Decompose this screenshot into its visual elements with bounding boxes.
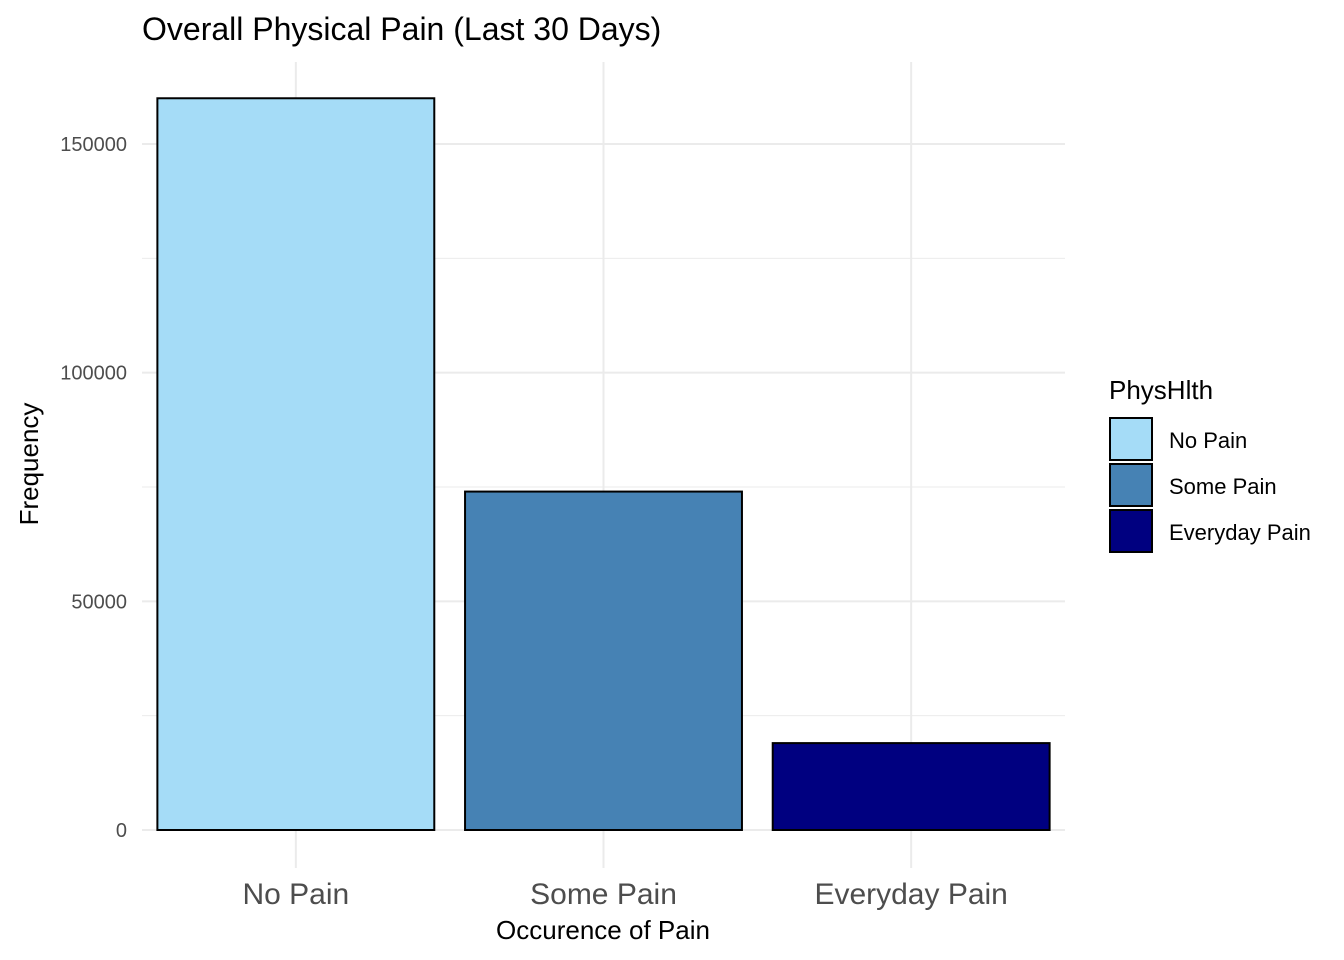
x-axis-title: Occurence of Pain (496, 915, 710, 945)
chart-title: Overall Physical Pain (Last 30 Days) (142, 11, 661, 47)
y-axis-title: Frequency (14, 403, 44, 526)
legend-key (1109, 509, 1153, 553)
bar-some-pain (464, 490, 743, 831)
x-tick-label: No Pain (242, 878, 349, 911)
bar-everyday-pain (771, 742, 1051, 832)
legend-key (1109, 417, 1153, 461)
legend-label: Everyday Pain (1169, 520, 1311, 545)
x-tick-label: Some Pain (530, 878, 677, 911)
legend-title: PhysHlth (1109, 375, 1213, 405)
y-tick-label: 100000 (60, 363, 127, 385)
legend-key (1109, 463, 1153, 507)
y-tick-label: 150000 (60, 134, 127, 156)
bars (156, 97, 1051, 832)
legend-label: No Pain (1169, 428, 1247, 453)
legend-label: Some Pain (1169, 474, 1277, 499)
x-tick-label: Everyday Pain (814, 878, 1007, 911)
y-axis-ticks: 0 50000 100000 150000 (60, 134, 127, 842)
y-tick-label: 0 (116, 820, 127, 842)
y-tick-label: 50000 (71, 591, 127, 613)
bar-no-pain (156, 97, 436, 832)
x-axis-ticks: No Pain Some Pain Everyday Pain (242, 878, 1007, 911)
legend: PhysHlth No Pain Some Pain Everyday Pain (1109, 375, 1311, 553)
